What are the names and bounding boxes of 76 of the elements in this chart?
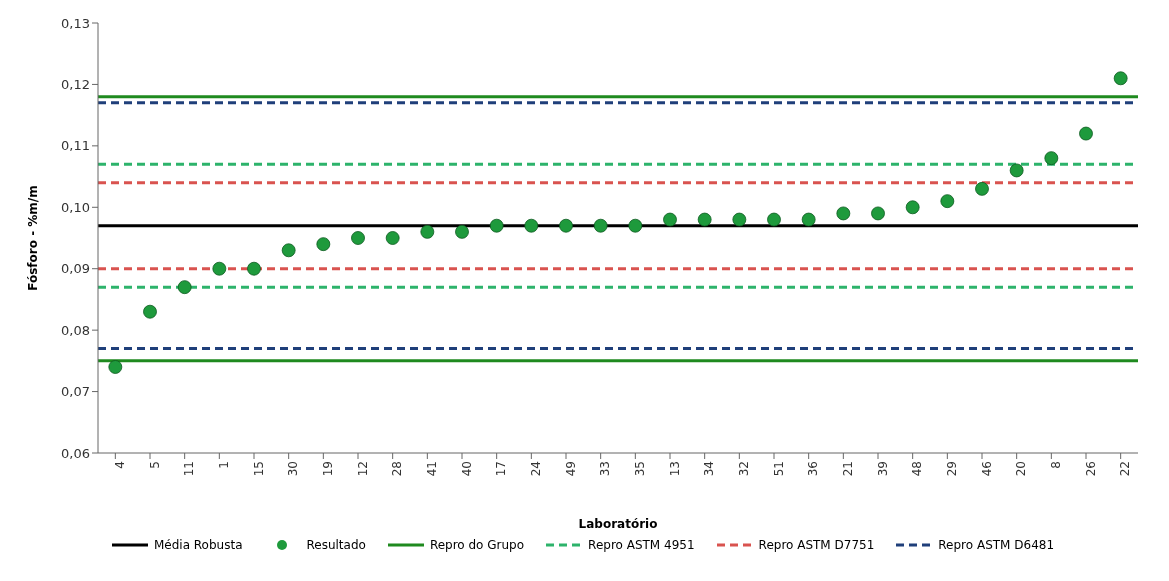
- x-tick-label: 17: [494, 461, 509, 477]
- point: [1044, 151, 1059, 166]
- point: [351, 231, 365, 245]
- x-tick-label: 19: [320, 461, 335, 477]
- point: [247, 261, 261, 276]
- point: [281, 243, 296, 258]
- point: [455, 224, 469, 239]
- x-tick-label: 11: [182, 461, 197, 477]
- point: [1079, 126, 1093, 141]
- legend-label: Repro ASTM 4951: [588, 538, 695, 552]
- y-tick-label: 0,09: [61, 261, 90, 277]
- point: [108, 360, 123, 374]
- point: [1009, 163, 1024, 178]
- y-tick-label: 0,11: [61, 138, 90, 154]
- x-tick-label: 12: [355, 461, 370, 477]
- point: [177, 280, 192, 295]
- point: [385, 231, 400, 245]
- y-tick-label: 0,08: [61, 322, 90, 338]
- point: [801, 212, 816, 227]
- x-tick-label: 49: [563, 461, 578, 477]
- point: [524, 218, 539, 233]
- point: [975, 181, 989, 196]
- point: [420, 224, 435, 239]
- y-tick-label: 0,10: [61, 199, 90, 215]
- point: [212, 261, 227, 276]
- x-tick-label: 24: [528, 461, 543, 477]
- point: [489, 218, 504, 233]
- legend-label: Repro ASTM D7751: [758, 538, 875, 552]
- x-tick-label: 41: [424, 461, 439, 477]
- x-tick-label: 48: [910, 461, 925, 477]
- point: [628, 218, 643, 233]
- legend-label: Resultado: [306, 538, 366, 552]
- x-tick-label: 1: [216, 461, 231, 469]
- x-tick-label: 29: [944, 461, 959, 477]
- y-axis-title: Fósforo - %m/m: [26, 185, 41, 291]
- point: [663, 212, 677, 227]
- x-tick-label: 34: [702, 461, 717, 477]
- x-tick-label: 46: [979, 461, 994, 477]
- point: [697, 212, 712, 227]
- x-tick-label: 8: [1048, 461, 1063, 469]
- x-tick-label: 15: [251, 461, 266, 477]
- point: [905, 200, 920, 215]
- point: [1113, 71, 1128, 86]
- x-axis-title: Laboratório: [578, 517, 658, 531]
- x-tick-label: 13: [667, 461, 682, 477]
- legend-label: Repro do Grupo: [429, 538, 525, 552]
- y-tick-label: 0,13: [61, 15, 90, 31]
- x-tick-label: 32: [736, 461, 751, 477]
- point: [143, 304, 157, 319]
- point: [593, 218, 608, 233]
- x-tick-label: 36: [806, 461, 821, 477]
- point: [767, 212, 781, 227]
- x-tick-label: 28: [390, 461, 405, 477]
- point: [940, 194, 955, 209]
- legend-label: Média Robusta: [153, 538, 243, 552]
- x-tick-label: 51: [771, 461, 786, 477]
- x-tick-label: 33: [598, 461, 613, 477]
- x-tick-label: 39: [875, 461, 890, 477]
- x-tick-label: 35: [632, 461, 647, 477]
- x-tick-label: 5: [147, 461, 162, 469]
- x-tick-label: 4: [112, 461, 127, 469]
- point: [732, 212, 747, 227]
- y-tick-label: 0,06: [61, 445, 90, 461]
- point: [871, 206, 885, 221]
- x-tick-label: 22: [1118, 461, 1133, 477]
- point: [836, 206, 851, 221]
- point: [559, 218, 573, 233]
- legend-label: Repro ASTM D6481: [938, 538, 1055, 552]
- y-tick-label: 0,07: [61, 384, 90, 400]
- x-tick-label: 26: [1083, 461, 1098, 477]
- x-tick-label: 20: [1014, 461, 1029, 477]
- point: [316, 237, 331, 252]
- y-tick-label: 0,12: [61, 77, 90, 93]
- x-tick-label: 40: [459, 461, 474, 477]
- x-tick-label: 30: [286, 461, 301, 477]
- x-tick-label: 21: [840, 461, 855, 477]
